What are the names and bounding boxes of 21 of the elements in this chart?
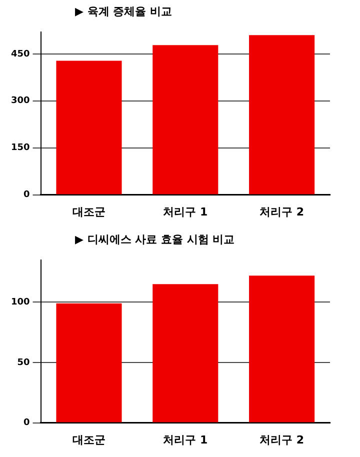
bar xyxy=(56,60,122,194)
y-tick-label: 150 xyxy=(10,143,30,154)
y-tick-label: 0 xyxy=(24,190,30,200)
y-tick-label: 100 xyxy=(10,298,30,308)
x-tick-label: 처리구 2 xyxy=(260,433,304,446)
y-tick-label: 50 xyxy=(17,358,30,368)
chart-title: ▶ 육계 증체율 비교 xyxy=(75,4,172,19)
bar xyxy=(152,284,218,422)
bar xyxy=(56,303,122,422)
y-tick-label: 300 xyxy=(10,96,30,106)
x-tick-label: 처리구 1 xyxy=(163,205,208,218)
x-tick-label: 처리구 1 xyxy=(163,433,208,446)
y-tick-label: 450 xyxy=(10,49,30,60)
x-tick-label: 대조군 xyxy=(72,205,106,218)
bar xyxy=(249,35,315,194)
x-tick-label: 처리구 2 xyxy=(260,205,304,218)
chart-title: ▶ 디씨에스 사료 효율 시험 비교 xyxy=(75,232,235,247)
x-tick-label: 대조군 xyxy=(72,433,106,446)
bar xyxy=(152,45,218,194)
y-tick-label: 0 xyxy=(24,418,30,428)
bar xyxy=(249,276,315,422)
